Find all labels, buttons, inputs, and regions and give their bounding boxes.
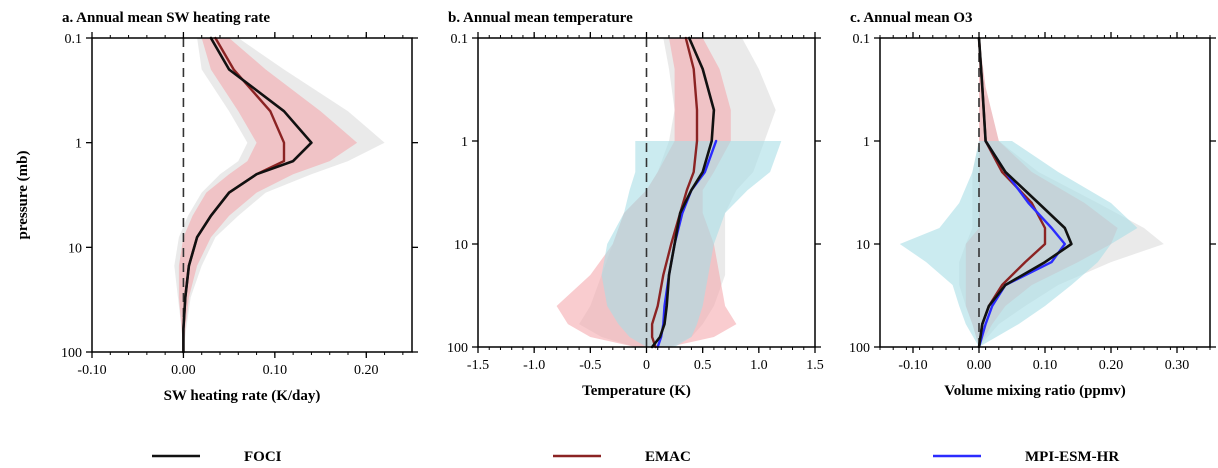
x-tick-label: 0.20 (1099, 358, 1124, 373)
x-tick-label: -0.10 (898, 358, 927, 373)
x-tick-label: 0.10 (263, 363, 288, 378)
x-tick-label: 0.10 (1033, 358, 1058, 373)
x-tick-label: 0.5 (694, 358, 712, 373)
x-tick-label: 0.30 (1165, 358, 1190, 373)
x-axis-label: Volume mixing ratio (ppmv) (944, 383, 1126, 399)
x-tick-label: 1.0 (750, 358, 768, 373)
x-axis-label: SW heating rate (K/day) (164, 388, 321, 404)
series-line-FOCI (977, 36, 1073, 349)
panel-b: -1.5 -1.0 -0.5 0 0.5 1.0 1.5 0.1 1 10 100 b. Annual… (447, 10, 824, 399)
y-tick-label: 100 (849, 341, 870, 356)
band-FOCI (174, 38, 385, 352)
y-tick-label: 0.1 (65, 32, 83, 47)
y-tick-label: 100 (447, 341, 468, 356)
legend-label-EMAC: EMAC (645, 449, 691, 465)
x-tick-label: 0.00 (967, 358, 992, 373)
x-tick-label: 0.00 (171, 363, 196, 378)
panel-title: b. Annual mean temperature (448, 10, 633, 26)
panel-title: a. Annual mean SW heating rate (62, 10, 270, 26)
panel-title: c. Annual mean O3 (850, 10, 973, 26)
x-tick-label: -1.0 (523, 358, 545, 373)
x-tick-label: 0.20 (354, 363, 379, 378)
y-tick-label: 1 (863, 135, 870, 150)
y-tick-label: 10 (454, 238, 468, 253)
band-MPI-ESM-HR (899, 141, 1138, 347)
legend-label-MPI-ESM-HR: MPI-ESM-HR (1025, 449, 1119, 465)
series-line-FOCI (650, 36, 716, 349)
y-tick-label: 1 (461, 135, 468, 150)
x-tick-label: -1.5 (467, 358, 489, 373)
x-tick-label: -0.5 (579, 358, 601, 373)
x-tick-label: 0 (643, 358, 650, 373)
y-tick-label: 10 (856, 238, 870, 253)
legend-label-FOCI: FOCI (244, 449, 282, 465)
y-tick-label: 0.1 (451, 32, 469, 47)
band-MPI-ESM-HR (601, 141, 782, 347)
panel-a: -0.10 0.00 0.10 0.20 0.1 1 10 100 a. Annual mean… (61, 10, 418, 404)
y-axis-label: pressure (mb) (15, 150, 31, 239)
x-axis-label: Temperature (K) (582, 383, 691, 399)
panel-c: -0.10 0.00 0.10 0.20 0.30 0.1 1 10 100 c. Annual … (849, 10, 1216, 399)
x-tick-label: 1.5 (806, 358, 824, 373)
y-tick-label: 1 (75, 137, 82, 152)
x-tick-label: -0.10 (77, 363, 106, 378)
y-tick-label: 10 (68, 241, 82, 256)
plot-frame (91, 37, 413, 353)
y-tick-label: 0.1 (853, 32, 871, 47)
legend: FOCI EMAC MPI-ESM-HR (152, 449, 1119, 465)
y-tick-label: 100 (61, 346, 82, 361)
band-EMAC (178, 38, 358, 352)
series-line-FOCI (182, 36, 313, 354)
